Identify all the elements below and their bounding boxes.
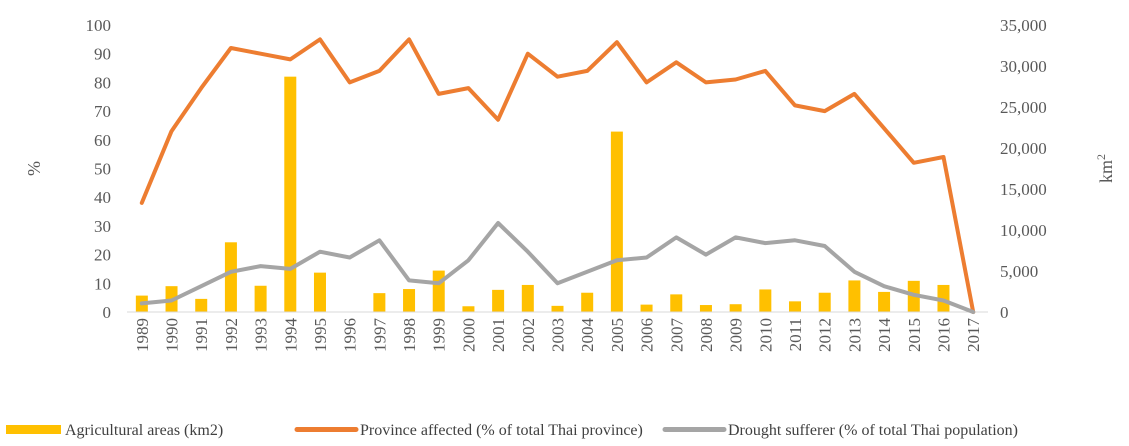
line-series-drought [139,221,976,314]
bar [195,298,208,312]
legend-label-drought-sufferer: Drought sufferer (% of total Thai popula… [728,422,1018,439]
right-tick-label: 10,000 [1000,221,1047,240]
x-tick-label: 2009 [727,318,746,352]
x-tick-label: 2010 [756,318,775,352]
right-tick-label: 15,000 [1000,180,1047,199]
x-tick-label: 2006 [638,318,657,352]
x-tick-label: 2002 [519,318,538,352]
bar [581,292,594,312]
right-tick-label: 0 [1000,303,1009,322]
left-tick-label: 0 [103,303,112,322]
bar [403,289,416,312]
x-tick-label: 2001 [489,318,508,352]
x-tick-label: 1994 [281,318,300,353]
right-axis-title-sup: 2 [1094,154,1108,160]
bar-series-agricultural-areas [135,76,950,312]
x-tick-label: 2012 [816,318,835,352]
bar [373,293,386,312]
x-tick-label: 2015 [905,318,924,352]
x-tick-label: 1997 [370,318,389,353]
x-tick-label: 1998 [400,318,419,352]
x-tick-label: 2000 [459,318,478,352]
right-tick-label: 30,000 [1000,57,1047,76]
x-tick-label: 2008 [697,318,716,352]
right-tick-label: 35,000 [1000,16,1047,35]
x-tick-label: 2014 [875,318,894,353]
right-tick-label: 5,000 [1000,262,1038,281]
bar [640,304,653,312]
left-tick-label: 80 [94,73,111,92]
left-tick-label: 60 [94,131,111,150]
bar [551,305,564,312]
x-tick-label: 2013 [845,318,864,352]
x-tick-label: 2011 [786,318,805,351]
bar [729,304,742,312]
left-tick-label: 70 [94,102,111,121]
legend-label-province-affected: Province affected (% of total Thai provi… [360,422,643,439]
bar [699,305,712,312]
bar [254,285,267,312]
right-tick-label: 25,000 [1000,98,1047,117]
line-series-group [139,37,976,314]
bar [521,284,534,312]
x-tick-label: 2005 [608,318,627,352]
left-tick-label: 20 [94,246,111,265]
left-tick-label: 40 [94,188,111,207]
x-tick-label: 1990 [163,318,182,352]
bar [492,289,505,312]
x-tick-label: 1989 [133,318,152,352]
x-tick-label: 2007 [667,318,686,353]
bar [759,289,772,312]
bar [818,292,831,312]
x-tick-label: 2016 [934,318,953,352]
bar [462,306,475,312]
bar [224,242,237,312]
bar [432,270,445,312]
right-axis-ticks: 0 5,000 10,000 15,000 20,000 25,000 30,000 35,0… [1000,16,1047,322]
x-tick-label: 1993 [252,318,271,352]
x-tick-label: 2003 [549,318,568,352]
bar [284,76,297,312]
x-tick-label: 2004 [578,318,597,353]
bar [878,291,891,312]
left-tick-label: 100 [86,16,112,35]
bar [610,131,623,312]
x-tick-label: 2017 [964,318,983,353]
left-axis-title: % [24,161,44,176]
x-tick-label: 1999 [430,318,449,352]
line-series-province [139,37,976,314]
left-tick-label: 90 [94,45,111,64]
right-axis-title: km2 [1094,154,1116,183]
right-tick-label: 20,000 [1000,139,1047,158]
legend-label-agricultural-areas: Agricultural areas (km2) [65,422,223,439]
left-tick-label: 30 [94,217,111,236]
legend: Agricultural areas (km2) Province affect… [6,422,1018,439]
x-tick-label: 1995 [311,318,330,352]
bar [848,280,861,312]
legend-swatch-agricultural-areas [6,425,61,434]
bar [670,294,683,312]
x-tick-label: 1991 [192,318,211,352]
right-axis-title-base: km [1096,160,1116,183]
bar [789,301,802,312]
left-tick-label: 10 [94,274,111,293]
x-tick-label: 1996 [341,318,360,352]
x-axis-ticks: 1989 1990 1991 1992 1993 1994 1995 1996 1997 1998… [133,318,983,353]
bar [313,272,326,312]
x-tick-label: 1992 [222,318,241,352]
left-tick-label: 50 [94,160,111,179]
left-axis-ticks: 0 10 20 30 40 50 60 70 80 90 100 [86,16,112,322]
